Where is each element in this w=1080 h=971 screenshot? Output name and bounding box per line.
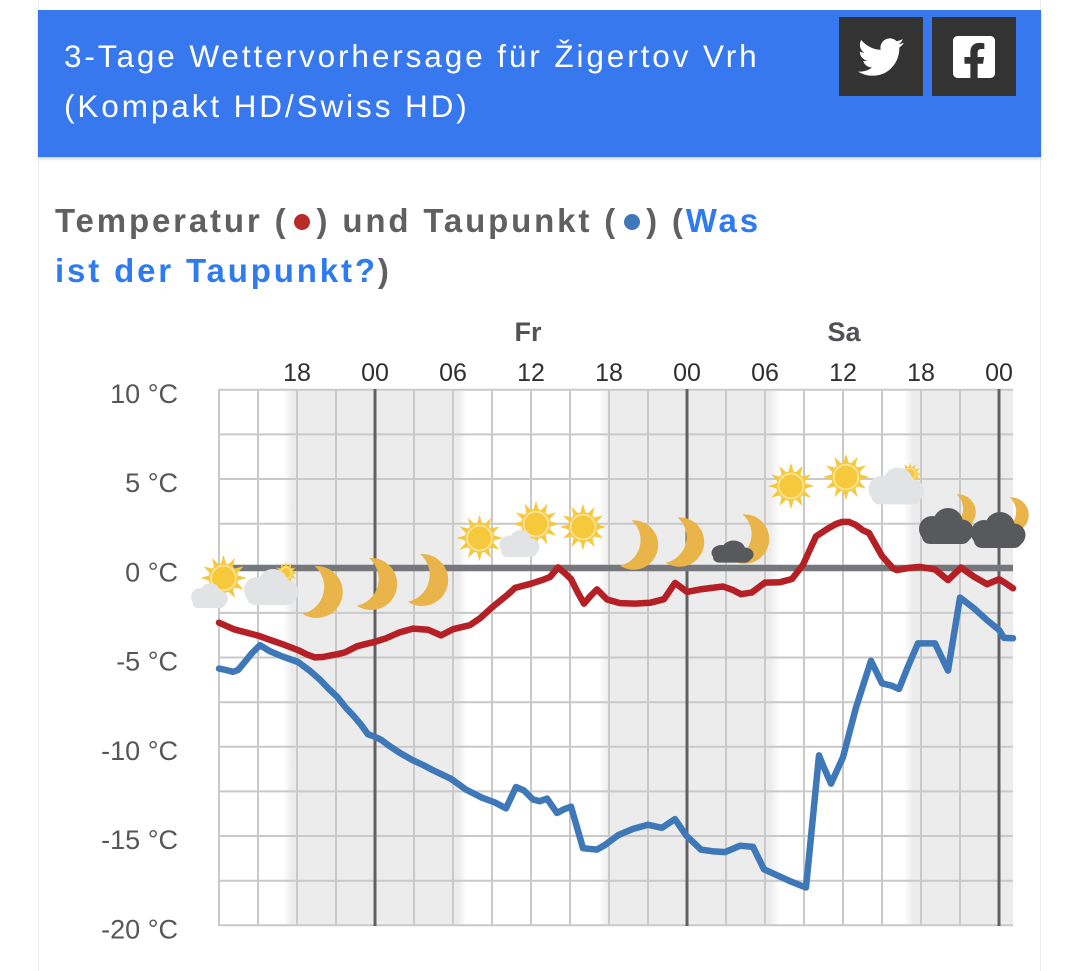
- svg-text:06: 06: [751, 359, 779, 387]
- svg-text:00: 00: [673, 359, 701, 387]
- svg-text:-5 °C: -5 °C: [116, 647, 178, 677]
- svg-text:12: 12: [517, 359, 545, 387]
- svg-text:5 °C: 5 °C: [125, 468, 178, 498]
- svg-text:18: 18: [595, 359, 623, 387]
- svg-text:Sa: Sa: [827, 317, 861, 347]
- svg-text:-10 °C: -10 °C: [101, 736, 178, 766]
- svg-text:18: 18: [283, 359, 311, 387]
- svg-text:00: 00: [361, 359, 389, 387]
- svg-text:12: 12: [829, 359, 857, 387]
- svg-text:Fr: Fr: [515, 317, 542, 347]
- svg-text:-15 °C: -15 °C: [101, 825, 178, 855]
- svg-text:10 °C: 10 °C: [110, 379, 178, 409]
- svg-text:00: 00: [985, 359, 1013, 387]
- svg-text:18: 18: [907, 359, 935, 387]
- svg-text:06: 06: [439, 359, 467, 387]
- svg-text:0 °C: 0 °C: [125, 557, 178, 587]
- svg-text:-20 °C: -20 °C: [101, 914, 178, 944]
